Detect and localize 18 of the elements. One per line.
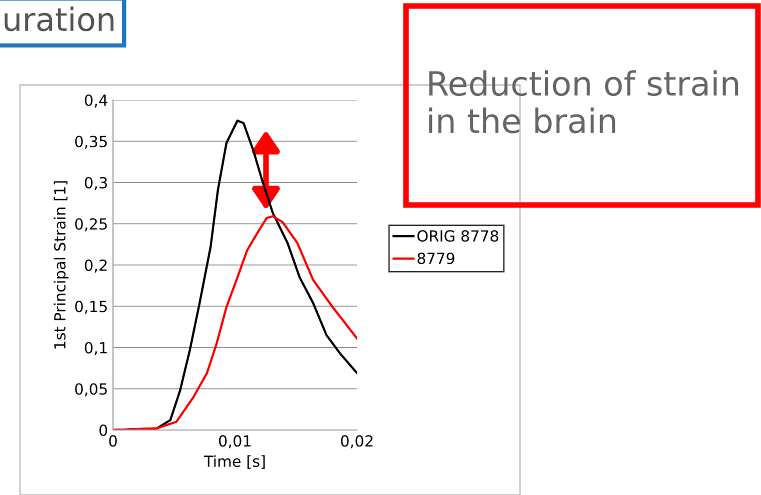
x-tick-label: 0 [109, 435, 117, 447]
y-tick-label: 0,15 [75, 300, 107, 314]
y-tick-label: 0,4 [84, 94, 108, 108]
y-tick-label: 0,3 [84, 176, 107, 190]
x-tick-label: 0,01 [219, 435, 251, 448]
y-tick-label: 0,2 [84, 259, 107, 273]
y-tick-label: 0,35 [75, 136, 107, 149]
x-axis-title: Time [s] [204, 455, 265, 469]
legend-label: 8779 [418, 252, 454, 264]
x-tick-label: 0,02 [341, 435, 372, 448]
text: Reduction of strain in the brain [429, 70, 738, 134]
y-tick-label: 0 [99, 424, 108, 436]
y-axis-title: 1st Principal Strain [1] [54, 181, 69, 348]
legend-label: ORIG 8778 [417, 230, 498, 242]
y-tick-label: 0,1 [84, 342, 107, 356]
y-tick-label: 0,05 [75, 383, 107, 396]
text: uration [4, 6, 114, 32]
y-tick-label: 0,25 [75, 218, 107, 232]
